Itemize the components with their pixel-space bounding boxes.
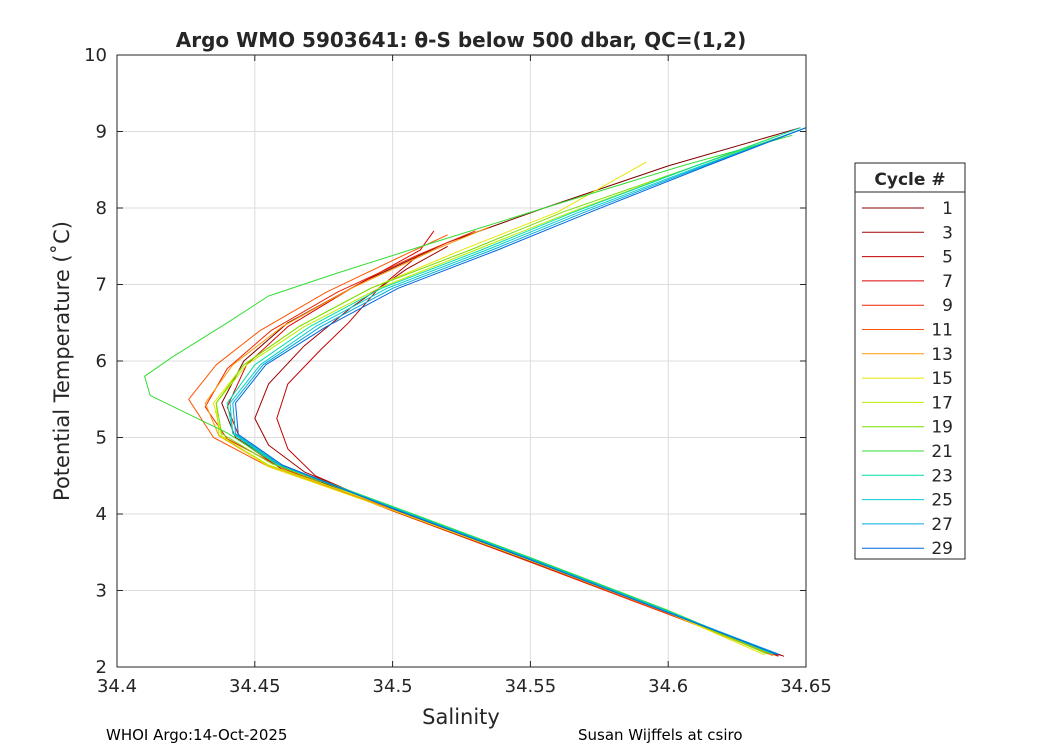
x-tick-labels: 34.4 34.45 34.5 34.55 34.6 34.65 [97, 55, 832, 697]
series-line-cycle-15 [213, 161, 765, 656]
legend-entry-label: 11 [931, 321, 953, 341]
x-axis-label: Salinity [422, 705, 500, 729]
legend-entry-label: 23 [931, 466, 953, 486]
footer-credit-right: Susan Wijffels at csiro [578, 726, 743, 744]
x-tick-label: 34.45 [229, 676, 281, 697]
footer-credit-left: WHOI Argo:14-Oct-2025 [106, 726, 288, 744]
series-layer [144, 127, 806, 657]
legend-box [854, 162, 966, 560]
series-line-cycle-29 [235, 127, 806, 656]
legend-entry-label: 25 [931, 491, 953, 511]
series-line-cycle-27 [232, 127, 806, 655]
y-tick-label: 8 [96, 198, 107, 219]
plot-area: 34.4 34.45 34.5 34.55 34.6 34.65 2 3 4 5 6 7 8 9 10 [84, 45, 832, 697]
x-tick-label: 34.4 [97, 676, 137, 697]
chart-title: Argo WMO 5903641: θ-S below 500 dbar, QC… [176, 28, 746, 52]
y-tick-labels: 2 3 4 5 6 7 8 9 10 [84, 45, 806, 678]
legend-entry-label: 29 [931, 539, 953, 559]
legend-entry-label: 15 [931, 369, 953, 389]
legend-entry-label: 9 [942, 296, 953, 316]
legend-entry-label: 5 [942, 248, 953, 268]
y-tick-label: 2 [96, 657, 107, 678]
legend-entry-label: 17 [931, 393, 953, 413]
series-line-cycle-9 [204, 230, 779, 657]
y-tick-label: 4 [96, 504, 107, 525]
y-tick-label: 5 [96, 428, 107, 449]
x-tick-label: 34.5 [373, 676, 413, 697]
legend-entry-label: 27 [931, 515, 953, 535]
legend-entry-label: 3 [942, 223, 953, 243]
legend-entry-label: 13 [931, 345, 953, 365]
series-line-cycle-23 [226, 127, 801, 655]
x-tick-label: 34.6 [648, 676, 688, 697]
x-tick-label: 34.55 [505, 676, 557, 697]
y-tick-label: 9 [96, 122, 107, 143]
y-tick-label: 10 [84, 45, 107, 66]
legend-entry-label: 19 [931, 418, 953, 438]
series-line-cycle-21 [144, 134, 793, 654]
legend-entry-label: 1 [942, 199, 953, 219]
y-tick-label: 3 [96, 581, 107, 602]
y-tick-label: 7 [96, 275, 107, 296]
x-tick-label: 34.65 [780, 676, 832, 697]
legend-entry-label: 7 [942, 272, 953, 292]
legend-entry-label: 21 [931, 442, 953, 462]
legend-title: Cycle # [874, 170, 945, 190]
y-tick-label: 6 [96, 351, 107, 372]
y-axis-label: Potential Temperature (˚C) [50, 221, 74, 501]
